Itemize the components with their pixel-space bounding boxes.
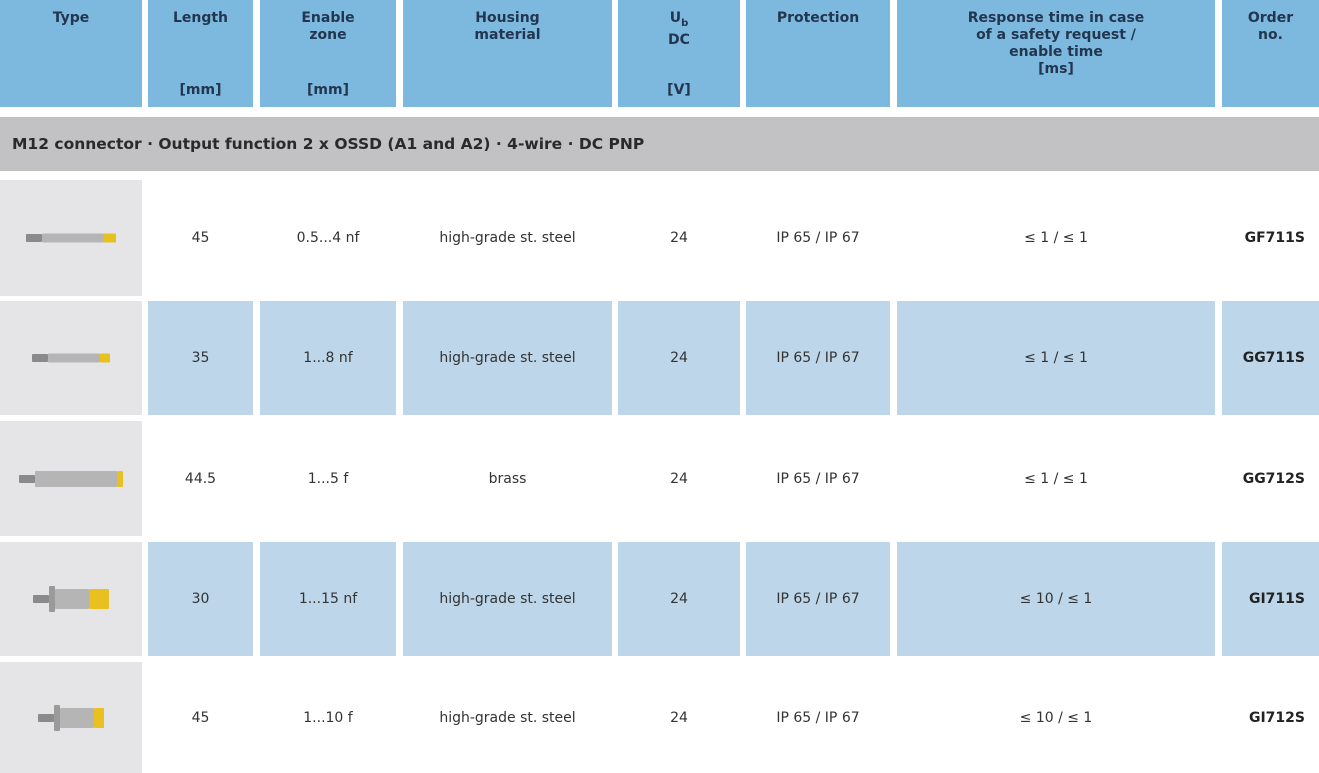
header-text: DC [668, 31, 690, 48]
header-text: [ms] [1038, 61, 1074, 77]
header-line: Type [53, 10, 90, 27]
table-cell: IP 65 / IP 67 [776, 470, 860, 487]
table-cell: 35 [148, 301, 253, 415]
header-cell: Protection [746, 0, 890, 107]
header-line: Protection [777, 10, 859, 27]
table-cell: 1...5 f [307, 470, 349, 487]
header-text: zone [309, 27, 347, 43]
header-text: of a safety request / [976, 27, 1136, 43]
table-cell: 24 [670, 709, 688, 726]
order-number: GI712S [1248, 709, 1305, 726]
header-text: Length [172, 10, 229, 26]
header-text: no. [1258, 27, 1283, 43]
header-line: Length [173, 10, 228, 27]
header-line: Ub [668, 10, 690, 32]
table-cell: brass [488, 470, 527, 487]
header-title: Enable zone [301, 10, 354, 44]
header-cell: Housing material [403, 0, 612, 107]
header-unit: [V] [667, 82, 691, 98]
header-subscript: b [681, 17, 689, 29]
table-cell: 24 [670, 470, 688, 487]
table-cell: IP 65 / IP 67 [746, 542, 890, 656]
header-unit: [mm] [179, 82, 222, 98]
product-image [33, 586, 109, 612]
order-number: GG711S [1222, 301, 1319, 415]
table-cell: 1...10 f [303, 709, 353, 726]
section-title: M12 connector · Output function 2 x OSSD… [0, 117, 1319, 171]
header-cell: Type [0, 0, 142, 107]
table-cell: 45 [191, 709, 210, 726]
table-cell: high-grade st. steel [439, 709, 576, 726]
order-number: GI711S [1222, 542, 1319, 656]
table-cell: 44.5 [184, 470, 217, 487]
header-title: Ub DC [668, 10, 690, 49]
product-image [38, 704, 104, 731]
header-text: Order [1247, 10, 1294, 26]
product-image-cell [0, 542, 142, 656]
header-line: Order [1248, 10, 1293, 27]
order-number: GF711S [1244, 230, 1305, 246]
header-text: Enable [301, 10, 355, 26]
table-cell: 30 [148, 542, 253, 656]
table-cell: IP 65 / IP 67 [746, 301, 890, 415]
header-line: no. [1248, 27, 1293, 44]
header-line: Response time in case [968, 10, 1145, 27]
table-cell: 1...8 nf [260, 301, 396, 415]
product-image [32, 353, 110, 363]
header-line: of a safety request / [968, 27, 1145, 44]
table-cell: 24 [670, 230, 688, 246]
table-cell: 45 [191, 230, 210, 246]
header-line: Housing [474, 10, 540, 27]
order-number: GG712S [1242, 470, 1305, 487]
table-cell: ≤ 1 / ≤ 1 [1024, 230, 1088, 246]
table-cell: 1...15 nf [260, 542, 396, 656]
header-text: Response time in case [967, 10, 1145, 26]
header-cell: Ub DC [V] [618, 0, 740, 107]
header-line: material [474, 27, 540, 44]
header-title: Order no. [1248, 10, 1293, 44]
header-text: enable time [1009, 44, 1103, 60]
header-text: Type [52, 10, 90, 26]
header-cell: Order no. [1222, 0, 1319, 107]
product-image-cell [0, 301, 142, 415]
table-cell: ≤ 10 / ≤ 1 [897, 542, 1215, 656]
header-unit: [mm] [307, 82, 349, 98]
table-cell: ≤ 10 / ≤ 1 [1019, 709, 1093, 726]
header-text: material [474, 27, 541, 43]
header-text: U [669, 10, 682, 26]
table-cell: 24 [618, 542, 740, 656]
header-line: [ms] [968, 61, 1145, 78]
product-image [26, 233, 116, 243]
header-title: Housing material [474, 10, 540, 44]
header-line: zone [301, 27, 354, 44]
table-cell: 0.5...4 nf [296, 230, 360, 246]
header-text: Housing [475, 10, 540, 26]
table-cell: high-grade st. steel [403, 542, 612, 656]
header-title: Length [173, 10, 228, 27]
product-image-cell [0, 662, 142, 773]
table-cell: ≤ 1 / ≤ 1 [1024, 470, 1088, 487]
table-cell: IP 65 / IP 67 [776, 709, 860, 726]
table-cell: IP 65 / IP 67 [776, 230, 860, 246]
header-line: enable time [968, 44, 1145, 61]
header-text: Protection [776, 10, 860, 26]
header-cell: Length [mm] [148, 0, 253, 107]
product-image-cell [0, 421, 142, 536]
table-cell: ≤ 1 / ≤ 1 [897, 301, 1215, 415]
header-cell: Enable zone [mm] [260, 0, 396, 107]
table-cell: 24 [618, 301, 740, 415]
header-cell: Response time in case of a safety request… [897, 0, 1215, 107]
table-cell: high-grade st. steel [403, 301, 612, 415]
product-image [19, 470, 123, 487]
header-title: Protection [777, 10, 859, 27]
table-cell: high-grade st. steel [439, 230, 576, 246]
product-image-cell [0, 180, 142, 296]
header-title: Response time in case of a safety request… [968, 10, 1145, 78]
header-title: Type [53, 10, 90, 27]
header-line: DC [668, 32, 690, 49]
header-line: Enable [301, 10, 354, 27]
